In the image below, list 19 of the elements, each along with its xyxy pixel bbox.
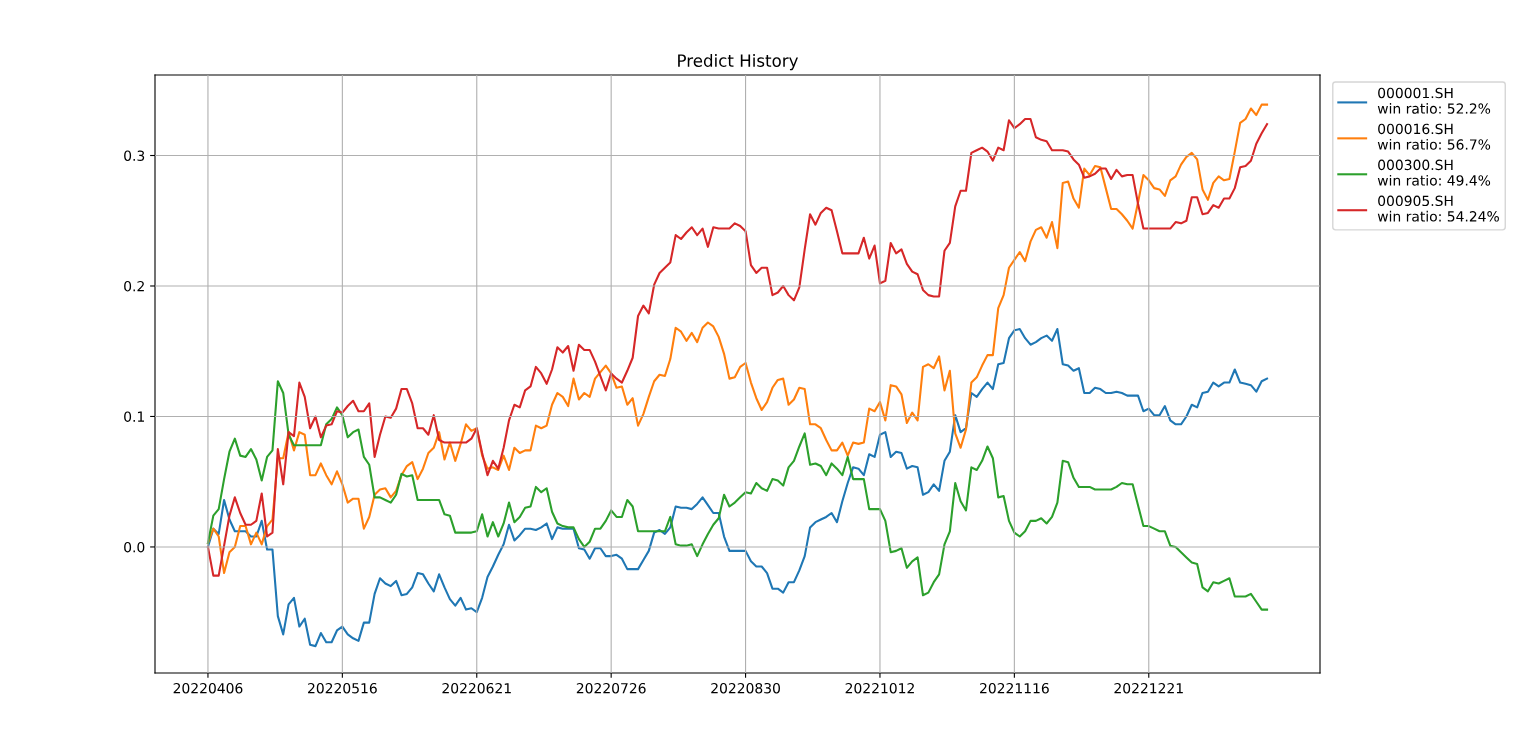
y-tick-label: 0.3 xyxy=(124,150,145,161)
legend-label: 000905.SH win ratio: 54.24% xyxy=(1377,195,1499,222)
x-tick-label: 20220621 xyxy=(442,682,511,694)
legend-label: 000300.SH win ratio: 49.4% xyxy=(1377,159,1491,186)
chart-title: Predict History xyxy=(678,54,798,71)
x-tick-label: 20221221 xyxy=(1114,682,1183,694)
x-tick-label: 20220830 xyxy=(711,682,780,694)
x-tick-label: 20220726 xyxy=(576,682,646,694)
line-series xyxy=(206,380,1269,611)
legend-label: 000001.SH win ratio: 52.2% xyxy=(1377,87,1491,114)
x-tick-label: 20220516 xyxy=(308,682,377,694)
legend-label: 000016.SH win ratio: 56.7% xyxy=(1377,123,1491,150)
y-tick-label: 0.2 xyxy=(124,280,144,292)
y-tick-label: 0.0 xyxy=(124,541,145,553)
x-tick-label: 20221012 xyxy=(845,682,914,694)
x-tick-label: 20221116 xyxy=(980,682,1049,694)
line-series xyxy=(206,328,1269,648)
x-tick-label: 20220406 xyxy=(173,682,243,694)
y-tick-label: 0.1 xyxy=(124,411,144,422)
